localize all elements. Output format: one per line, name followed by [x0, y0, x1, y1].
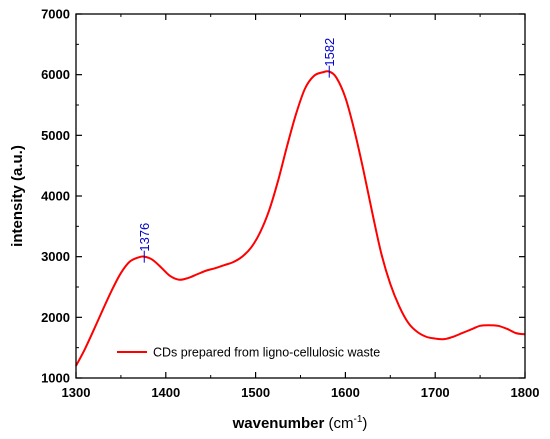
- x-axis-label-unit-sup: -1: [353, 414, 362, 425]
- annotation-layer: 1376 1582: [137, 38, 337, 263]
- y-tick-label: 6000: [41, 67, 70, 82]
- peak-label-1376: 1376: [137, 223, 152, 252]
- y-tick-label: 2000: [41, 310, 70, 325]
- x-tick-label: 1500: [241, 385, 270, 400]
- legend-label-0: CDs prepared from ligno-cellulosic waste: [153, 346, 380, 360]
- series-layer: [75, 70, 526, 367]
- y-tick-label: 1000: [41, 371, 70, 386]
- x-axis-label-unit-open: (cm: [324, 415, 353, 432]
- y-axis-label: intensity (a.u.): [9, 145, 26, 247]
- peak-label-1582: 1582: [322, 38, 337, 67]
- y-tick-label: 3000: [41, 249, 70, 264]
- axes-layer: 1300 1400 1500 1600 1700 1800 1000 2000 3000 4000…: [41, 7, 539, 401]
- x-tick-label: 1300: [62, 385, 91, 400]
- x-tick-label: 1400: [151, 385, 180, 400]
- plot-background: [76, 14, 525, 378]
- y-tick-label: 5000: [41, 128, 70, 143]
- legend: CDs prepared from ligno-cellulosic waste: [117, 346, 380, 360]
- x-axis-label-unit-close: ): [362, 415, 367, 432]
- x-tick-label: 1600: [331, 385, 360, 400]
- plot-frame: [75, 13, 526, 379]
- x-tick-label: 1700: [421, 385, 450, 400]
- x-axis-label-main: wavenumber: [232, 415, 325, 432]
- x-tick-label: 1800: [511, 385, 540, 400]
- y-tick-label: 7000: [41, 7, 70, 22]
- x-axis-label: wavenumber (cm-1): [232, 414, 368, 432]
- y-tick-label: 4000: [41, 189, 70, 204]
- series-line-0: [75, 70, 526, 367]
